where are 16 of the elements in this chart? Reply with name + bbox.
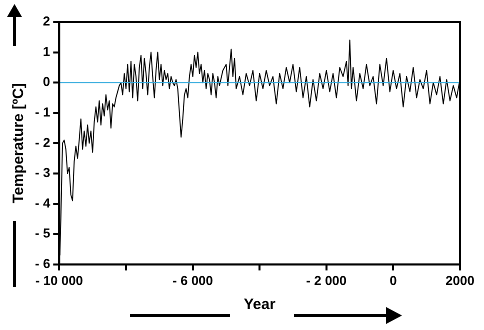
y-tick-label: - 3 bbox=[35, 165, 50, 180]
y-tick-label: 2 bbox=[42, 14, 50, 29]
y-axis-title: Temperature [ºC] bbox=[10, 83, 28, 204]
x-axis-title: Year bbox=[244, 296, 276, 314]
x-tick-label: - 10 000 bbox=[35, 272, 84, 288]
x-tick-label: - 2 000 bbox=[306, 272, 347, 288]
x-tick-label: 2000 bbox=[446, 272, 474, 288]
y-tick-label: - 5 bbox=[35, 226, 50, 241]
x-tick-label: 0 bbox=[390, 272, 397, 288]
x-tick-label: - 6 000 bbox=[172, 272, 214, 288]
y-tick-label: - 4 bbox=[35, 195, 51, 210]
y-tick-label: 0 bbox=[42, 74, 50, 90]
y-tick-label: 1 bbox=[42, 44, 50, 59]
y-tick-label: - 6 bbox=[35, 256, 50, 271]
y-tick-label: - 2 bbox=[35, 134, 50, 150]
y-tick-label: - 1 bbox=[35, 104, 50, 120]
